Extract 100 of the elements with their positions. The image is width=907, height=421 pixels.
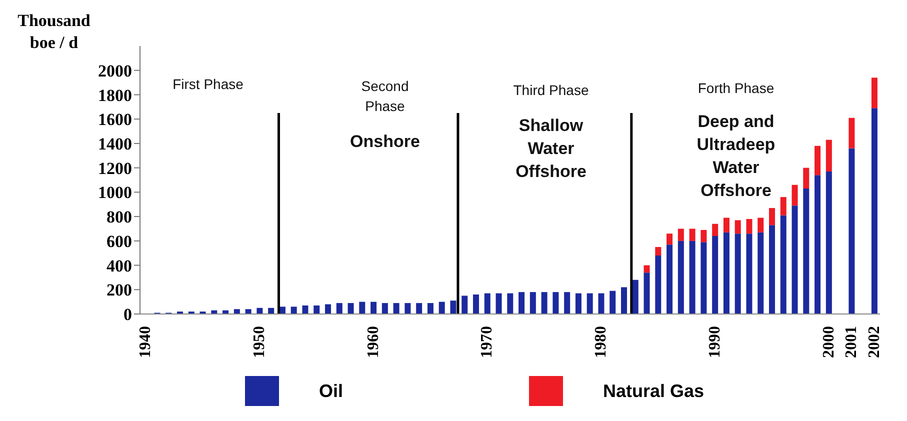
bar xyxy=(382,303,388,314)
bar xyxy=(348,303,354,314)
bar xyxy=(792,206,798,314)
x-tick-label: 1940 xyxy=(137,326,154,358)
bar xyxy=(678,240,684,314)
y-tick-label: 400 xyxy=(106,256,132,276)
bar xyxy=(598,293,604,314)
bar xyxy=(746,234,752,314)
bar xyxy=(575,293,582,314)
bar xyxy=(848,118,855,148)
bar xyxy=(370,302,377,314)
bar xyxy=(689,240,696,314)
annotation: Forth Phase xyxy=(696,79,776,98)
bar xyxy=(780,215,786,314)
bar xyxy=(871,78,878,108)
y-tick-label: 800 xyxy=(106,208,132,227)
annotation: Second Phase xyxy=(360,77,410,116)
bar xyxy=(700,230,707,242)
bar xyxy=(552,292,559,314)
x-tick-label: 2000 xyxy=(820,326,838,358)
bar xyxy=(359,302,366,314)
bar xyxy=(689,228,696,241)
bar xyxy=(871,108,878,314)
bar xyxy=(792,184,798,206)
bar xyxy=(644,265,650,273)
bar xyxy=(610,290,616,314)
bar xyxy=(734,234,741,314)
bar xyxy=(473,294,479,314)
bar xyxy=(530,292,536,314)
bar xyxy=(393,303,400,314)
y-tick-label: 600 xyxy=(106,232,132,251)
bar xyxy=(644,272,650,314)
bar xyxy=(678,228,684,241)
bar xyxy=(848,148,855,314)
bar xyxy=(416,303,422,314)
bar xyxy=(302,305,308,314)
bar xyxy=(632,280,638,314)
bar xyxy=(780,197,786,216)
bar xyxy=(723,218,730,232)
annotation: First Phase xyxy=(172,75,244,94)
y-tick-label: 1600 xyxy=(98,110,132,130)
bar xyxy=(541,292,548,314)
x-tick-label: 1960 xyxy=(364,326,382,358)
bar xyxy=(814,175,821,314)
x-tick-label: 1980 xyxy=(592,326,610,358)
bar xyxy=(723,232,730,314)
bar xyxy=(325,304,331,314)
y-tick-label: 1800 xyxy=(98,86,132,105)
legend-label: Oil xyxy=(319,380,344,402)
x-tick-label: 1970 xyxy=(478,326,496,358)
bar xyxy=(256,308,263,314)
bar xyxy=(245,309,252,314)
bar xyxy=(518,292,525,314)
bar xyxy=(462,296,468,314)
y-tick-label: 2000 xyxy=(98,61,132,80)
bar xyxy=(314,305,320,314)
bar xyxy=(564,292,570,314)
bar xyxy=(746,218,752,234)
bar xyxy=(484,293,490,314)
bar xyxy=(666,234,673,245)
x-tick-label: 1990 xyxy=(706,326,724,358)
y-tick-label: 200 xyxy=(106,280,132,300)
bar xyxy=(438,302,445,314)
annotation: Third Phase xyxy=(512,81,590,100)
bar xyxy=(621,287,627,314)
bar xyxy=(826,140,832,172)
x-tick-label: 2002 xyxy=(866,326,883,358)
bar xyxy=(803,188,810,314)
annotation: Onshore xyxy=(349,131,421,153)
x-tick-label: 1950 xyxy=(251,326,268,358)
y-tick-label: 1200 xyxy=(98,158,132,178)
bar xyxy=(336,303,342,314)
bar xyxy=(700,242,707,314)
annotation: Deep and Ultradeep Water Offshore xyxy=(696,111,776,202)
x-tick-label: 2001 xyxy=(843,326,860,358)
bar xyxy=(826,171,832,314)
bar xyxy=(758,218,764,232)
y-tick-label: 0 xyxy=(124,305,132,324)
bar xyxy=(803,168,810,189)
bar xyxy=(814,146,821,176)
bar xyxy=(404,303,411,314)
bar xyxy=(655,256,662,314)
bar xyxy=(734,220,741,234)
bar xyxy=(712,236,718,314)
bar xyxy=(507,293,514,314)
y-axis-title: Thousand boe / d xyxy=(16,10,92,54)
bar xyxy=(450,300,456,314)
bar xyxy=(290,306,297,314)
bar xyxy=(234,309,240,314)
bar xyxy=(769,225,775,314)
y-tick-label: 1400 xyxy=(98,134,132,154)
y-tick-label: 1000 xyxy=(98,183,132,202)
bar xyxy=(769,208,775,226)
bar xyxy=(268,308,274,314)
bar xyxy=(712,224,718,236)
bar xyxy=(655,247,662,256)
bar xyxy=(496,293,502,314)
bar xyxy=(586,293,593,314)
bar xyxy=(666,244,673,314)
bar xyxy=(758,232,764,314)
